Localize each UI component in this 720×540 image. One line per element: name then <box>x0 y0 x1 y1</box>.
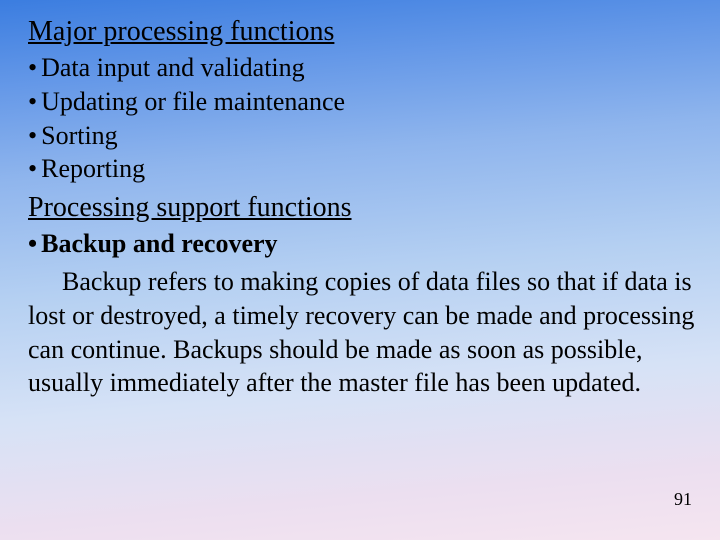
slide-container: Major processing functions •Data input a… <box>0 0 720 540</box>
bullet-text: Backup and recovery <box>41 229 277 258</box>
bullet-item: •Updating or file maintenance <box>28 85 698 119</box>
bullet-item: •Backup and recovery <box>28 227 698 261</box>
bullet-item: •Reporting <box>28 152 698 186</box>
bullet-list-1: •Data input and validating •Updating or … <box>28 51 698 186</box>
bullet-dot-icon: • <box>28 53 41 82</box>
bullet-item: •Data input and validating <box>28 51 698 85</box>
heading-major-processing: Major processing functions <box>28 14 698 49</box>
bullet-dot-icon: • <box>28 154 41 183</box>
bullet-dot-icon: • <box>28 87 41 116</box>
bullet-dot-icon: • <box>28 229 41 258</box>
bullet-item: •Sorting <box>28 119 698 153</box>
bullet-text: Updating or file maintenance <box>41 87 345 116</box>
bullet-text: Reporting <box>41 154 145 183</box>
bullet-list-2: •Backup and recovery <box>28 227 698 261</box>
page-number: 91 <box>674 489 692 510</box>
body-paragraph: Backup refers to making copies of data f… <box>28 265 698 400</box>
bullet-dot-icon: • <box>28 121 41 150</box>
bullet-text: Sorting <box>41 121 118 150</box>
heading-processing-support: Processing support functions <box>28 190 698 225</box>
bullet-text: Data input and validating <box>41 53 305 82</box>
